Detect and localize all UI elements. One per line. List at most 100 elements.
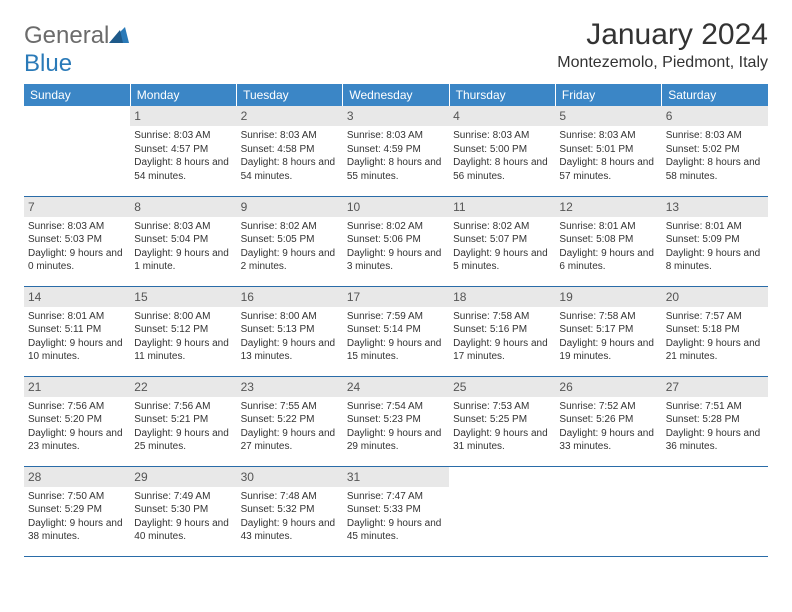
day-cell: 25Sunrise: 7:53 AMSunset: 5:25 PMDayligh…	[449, 376, 555, 466]
daylight-line: Daylight: 9 hours and 0 minutes.	[28, 247, 126, 274]
day-number: 21	[24, 377, 130, 397]
day-details: Sunrise: 8:01 AMSunset: 5:08 PMDaylight:…	[559, 220, 657, 274]
day-number: 24	[343, 377, 449, 397]
sunset-line: Sunset: 5:03 PM	[28, 233, 126, 247]
day-details: Sunrise: 7:58 AMSunset: 5:16 PMDaylight:…	[453, 310, 551, 364]
day-details: Sunrise: 7:56 AMSunset: 5:21 PMDaylight:…	[134, 400, 232, 454]
sunrise-line: Sunrise: 8:00 AM	[241, 310, 339, 324]
sunset-line: Sunset: 5:06 PM	[347, 233, 445, 247]
daylight-line: Daylight: 8 hours and 54 minutes.	[241, 156, 339, 183]
sunrise-line: Sunrise: 7:50 AM	[28, 490, 126, 504]
day-number: 5	[555, 106, 661, 126]
day-details: Sunrise: 7:56 AMSunset: 5:20 PMDaylight:…	[28, 400, 126, 454]
day-number: 25	[449, 377, 555, 397]
sunrise-line: Sunrise: 7:51 AM	[666, 400, 764, 414]
daylight-line: Daylight: 9 hours and 10 minutes.	[28, 337, 126, 364]
week-row: 7Sunrise: 8:03 AMSunset: 5:03 PMDaylight…	[24, 196, 768, 286]
day-number: 2	[237, 106, 343, 126]
sunset-line: Sunset: 5:02 PM	[666, 143, 764, 157]
sunset-line: Sunset: 5:01 PM	[559, 143, 657, 157]
sunset-line: Sunset: 5:28 PM	[666, 413, 764, 427]
day-cell: 20Sunrise: 7:57 AMSunset: 5:18 PMDayligh…	[662, 286, 768, 376]
day-cell: 30Sunrise: 7:48 AMSunset: 5:32 PMDayligh…	[237, 466, 343, 556]
day-details: Sunrise: 8:03 AMSunset: 5:04 PMDaylight:…	[134, 220, 232, 274]
sunset-line: Sunset: 5:05 PM	[241, 233, 339, 247]
day-details: Sunrise: 8:03 AMSunset: 5:02 PMDaylight:…	[666, 129, 764, 183]
daylight-line: Daylight: 9 hours and 17 minutes.	[453, 337, 551, 364]
sunset-line: Sunset: 4:57 PM	[134, 143, 232, 157]
day-number: 12	[555, 197, 661, 217]
sunrise-line: Sunrise: 7:55 AM	[241, 400, 339, 414]
sunrise-line: Sunrise: 7:48 AM	[241, 490, 339, 504]
day-number: 20	[662, 287, 768, 307]
day-number: 26	[555, 377, 661, 397]
day-cell: 3Sunrise: 8:03 AMSunset: 4:59 PMDaylight…	[343, 106, 449, 196]
sunset-line: Sunset: 5:25 PM	[453, 413, 551, 427]
day-details: Sunrise: 7:54 AMSunset: 5:23 PMDaylight:…	[347, 400, 445, 454]
daylight-line: Daylight: 8 hours and 56 minutes.	[453, 156, 551, 183]
logo-part1: General	[24, 22, 109, 49]
daylight-line: Daylight: 9 hours and 36 minutes.	[666, 427, 764, 454]
day-cell: 23Sunrise: 7:55 AMSunset: 5:22 PMDayligh…	[237, 376, 343, 466]
day-header: Saturday	[662, 84, 768, 106]
daylight-line: Daylight: 9 hours and 23 minutes.	[28, 427, 126, 454]
sunset-line: Sunset: 5:08 PM	[559, 233, 657, 247]
day-details: Sunrise: 7:51 AMSunset: 5:28 PMDaylight:…	[666, 400, 764, 454]
day-number: 4	[449, 106, 555, 126]
calendar-body: 1Sunrise: 8:03 AMSunset: 4:57 PMDaylight…	[24, 106, 768, 556]
day-details: Sunrise: 8:03 AMSunset: 4:57 PMDaylight:…	[134, 129, 232, 183]
daylight-line: Daylight: 8 hours and 54 minutes.	[134, 156, 232, 183]
daylight-line: Daylight: 9 hours and 43 minutes.	[241, 517, 339, 544]
week-row: 14Sunrise: 8:01 AMSunset: 5:11 PMDayligh…	[24, 286, 768, 376]
sunrise-line: Sunrise: 7:58 AM	[453, 310, 551, 324]
day-header: Friday	[555, 84, 661, 106]
day-number: 17	[343, 287, 449, 307]
day-number: 16	[237, 287, 343, 307]
day-cell: 24 Sunrise: 7:54 AMSunset: 5:23 PMDayligh…	[343, 376, 449, 466]
sunrise-line: Sunrise: 7:56 AM	[28, 400, 126, 414]
day-details: Sunrise: 8:00 AMSunset: 5:12 PMDaylight:…	[134, 310, 232, 364]
sunset-line: Sunset: 5:18 PM	[666, 323, 764, 337]
day-number: 27	[662, 377, 768, 397]
sunrise-line: Sunrise: 8:02 AM	[453, 220, 551, 234]
week-row: 1Sunrise: 8:03 AMSunset: 4:57 PMDaylight…	[24, 106, 768, 196]
day-number: 10	[343, 197, 449, 217]
day-header: Monday	[130, 84, 236, 106]
day-cell: 17Sunrise: 7:59 AMSunset: 5:14 PMDayligh…	[343, 286, 449, 376]
day-details: Sunrise: 8:03 AMSunset: 4:58 PMDaylight:…	[241, 129, 339, 183]
sunrise-line: Sunrise: 7:58 AM	[559, 310, 657, 324]
sunrise-line: Sunrise: 7:47 AM	[347, 490, 445, 504]
sunset-line: Sunset: 5:26 PM	[559, 413, 657, 427]
day-cell: 5Sunrise: 8:03 AMSunset: 5:01 PMDaylight…	[555, 106, 661, 196]
sunset-line: Sunset: 5:29 PM	[28, 503, 126, 517]
sunset-line: Sunset: 5:13 PM	[241, 323, 339, 337]
sunrise-line: Sunrise: 7:54 AM	[347, 400, 445, 414]
day-cell: 26Sunrise: 7:52 AMSunset: 5:26 PMDayligh…	[555, 376, 661, 466]
daylight-line: Daylight: 9 hours and 45 minutes.	[347, 517, 445, 544]
day-number: 3	[343, 106, 449, 126]
sunrise-line: Sunrise: 8:01 AM	[559, 220, 657, 234]
daylight-line: Daylight: 9 hours and 19 minutes.	[559, 337, 657, 364]
day-details: Sunrise: 7:58 AMSunset: 5:17 PMDaylight:…	[559, 310, 657, 364]
sunrise-line: Sunrise: 8:03 AM	[241, 129, 339, 143]
header: GeneralBlue January 2024 Montezemolo, Pi…	[24, 18, 768, 78]
day-number: 29	[130, 467, 236, 487]
sunset-line: Sunset: 5:21 PM	[134, 413, 232, 427]
sunrise-line: Sunrise: 8:00 AM	[134, 310, 232, 324]
sunset-line: Sunset: 5:00 PM	[453, 143, 551, 157]
day-number: 19	[555, 287, 661, 307]
day-number: 22	[130, 377, 236, 397]
sunset-line: Sunset: 5:09 PM	[666, 233, 764, 247]
day-header: Sunday	[24, 84, 130, 106]
logo-part2: Blue	[24, 50, 72, 77]
day-number: 8	[130, 197, 236, 217]
day-cell	[662, 466, 768, 556]
daylight-line: Daylight: 9 hours and 25 minutes.	[134, 427, 232, 454]
sunrise-line: Sunrise: 8:02 AM	[347, 220, 445, 234]
day-details: Sunrise: 8:01 AMSunset: 5:11 PMDaylight:…	[28, 310, 126, 364]
sunset-line: Sunset: 5:30 PM	[134, 503, 232, 517]
day-cell: 4Sunrise: 8:03 AMSunset: 5:00 PMDaylight…	[449, 106, 555, 196]
day-details: Sunrise: 7:49 AMSunset: 5:30 PMDaylight:…	[134, 490, 232, 544]
sunrise-line: Sunrise: 8:03 AM	[347, 129, 445, 143]
daylight-line: Daylight: 9 hours and 31 minutes.	[453, 427, 551, 454]
